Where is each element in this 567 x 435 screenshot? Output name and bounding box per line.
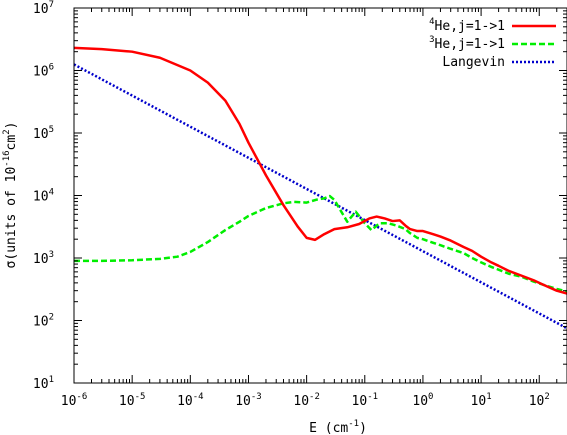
x-tick-label-base: 10 [352,394,368,409]
y-tick-label: 106 [33,63,54,80]
y-tick-label-base: 10 [33,127,49,142]
x-tick-label: 101 [471,392,492,409]
y-tick-label-exp: 6 [49,63,54,73]
series-line-he4 [73,46,567,295]
y-tick-label-base: 10 [33,315,49,330]
legend-entry-he3: 3He,j=1->1 [429,35,556,52]
x-tick-label-exp: 1 [486,392,491,402]
y-tick-label-base: 10 [33,377,49,392]
series-line-langevin [73,63,567,330]
x-tick-label: 100 [412,392,433,409]
y-tick-label-base: 10 [33,252,49,267]
x-tick-label-exp: -5 [135,392,146,402]
y-tick-label: 104 [33,188,54,205]
x-tick-label-base: 10 [529,394,545,409]
x-tick-label: 10-2 [293,392,320,409]
x-tick-label: 102 [529,392,550,409]
x-tick-label-base: 10 [235,394,251,409]
x-tick-label-base: 10 [177,394,193,409]
y-tick-label-base: 10 [33,65,49,80]
x-tick-label: 10-6 [61,392,88,409]
y-axis-label: σ(units of 10-16cm2) [2,122,19,269]
legend-label-he4: 4He,j=1->1 [429,17,505,34]
y-tick-label-base: 10 [33,190,49,205]
x-tick-label-exp: -3 [251,392,262,402]
x-tick-label: 10-1 [352,392,379,409]
x-tick-label: 10-3 [235,392,262,409]
y-tick-label-exp: 3 [49,250,54,260]
series-line-he3 [74,194,567,293]
x-tick-label-base: 10 [412,394,428,409]
legend-label-langevin: Langevin [442,55,505,70]
x-tick-label: 10-4 [177,392,204,409]
y-tick-label-exp: 2 [49,313,54,323]
y-tick-label-exp: 4 [49,188,54,198]
y-tick-label: 107 [33,0,54,17]
legend-entry-langevin: Langevin [442,55,556,70]
x-tick-label-exp: -6 [76,392,87,402]
x-tick-label-exp: -4 [193,392,204,402]
x-axis-label: E (cm-1) [309,419,367,435]
y-tick-label: 102 [33,313,54,330]
x-tick-label-base: 10 [61,394,77,409]
legend-label-he3: 3He,j=1->1 [429,35,505,52]
y-tick-label: 103 [33,250,54,267]
x-tick-label-exp: 0 [428,392,433,402]
x-tick-label-base: 10 [471,394,487,409]
tick-layer: 10-6 10-5 10-4 10-3 10-2 10-1 100 101 1021011021… [33,0,567,409]
legend-entry-he4: 4He,j=1->1 [429,17,556,34]
y-tick-label: 105 [33,125,54,142]
x-tick-label-exp: 2 [544,392,549,402]
y-tick-label-exp: 1 [49,375,54,385]
x-tick-label-base: 10 [293,394,309,409]
x-tick-label-exp: -2 [309,392,320,402]
y-tick-label-base: 10 [33,2,49,17]
y-tick-label: 101 [33,375,54,392]
x-tick-label: 10-5 [119,392,146,409]
y-tick-label-exp: 7 [49,0,54,10]
x-tick-label-exp: -1 [367,392,378,402]
legend: 4He,j=1->1 3He,j=1->1 Langevin [429,17,556,70]
y-tick-label-exp: 5 [49,125,54,135]
series-layer [73,46,567,330]
x-tick-label-base: 10 [119,394,135,409]
